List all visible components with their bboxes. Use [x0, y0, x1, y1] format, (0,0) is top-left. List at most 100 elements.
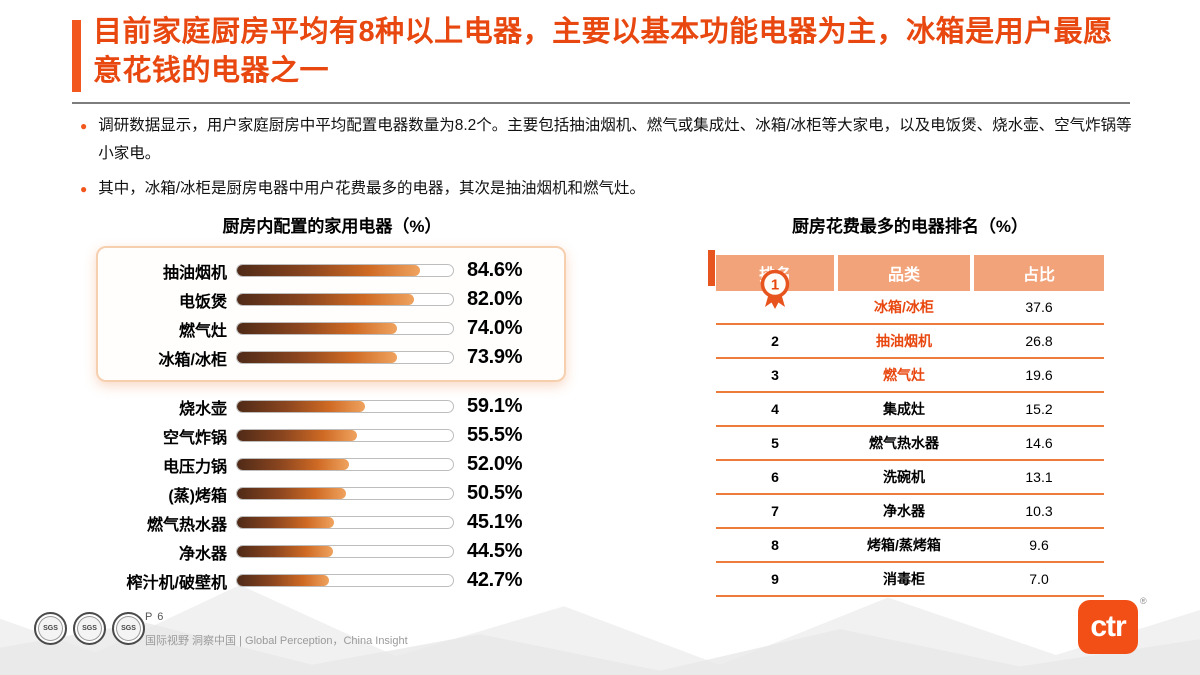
bar-value: 50.5% — [467, 482, 523, 504]
bar-row: (蒸)烤箱 50.5% — [98, 479, 568, 508]
bar-value: 59.1% — [467, 395, 523, 417]
bar-row: 电压力锅 52.0% — [98, 450, 568, 479]
ctr-logo-text: ctr — [1090, 610, 1126, 643]
rank-cell: 6 — [771, 469, 779, 485]
sgs-seal-icon: SGS — [73, 612, 106, 645]
footer-tagline: 国际视野 洞察中国 | Global Perception，China Insi… — [145, 635, 408, 647]
bar-label: 电饭煲 — [178, 293, 227, 311]
table-row: 8 烤箱/蒸烤箱 9.6 — [716, 529, 1104, 563]
table-header-cell: 品类 — [838, 255, 970, 291]
category-cell: 抽油烟机 — [876, 333, 932, 349]
share-cell: 13.1 — [1025, 469, 1053, 485]
bar-fill — [237, 265, 420, 276]
bar-track — [236, 487, 454, 500]
share-cell: 7.0 — [1029, 571, 1049, 587]
category-cell: 净水器 — [883, 503, 925, 519]
bar-fill — [237, 294, 415, 305]
bar-fill — [237, 488, 347, 499]
category-cell: 洗碗机 — [883, 469, 925, 485]
certification-seals: SGS SGS SGS — [34, 612, 145, 645]
category-cell: 消毒柜 — [883, 571, 925, 587]
registered-trademark-symbol: ® — [1140, 596, 1147, 606]
bar-value: 45.1% — [467, 511, 523, 533]
bar-value: 84.6% — [467, 259, 523, 281]
ranking-table-title: 厨房花费最多的电器排名（%） — [791, 217, 1029, 236]
bar-fill — [237, 575, 330, 586]
bar-track — [236, 545, 454, 558]
bullet-text: 其中，冰箱/冰柜是厨房电器中用户花费最多的电器，其次是抽油烟机和燃气灶。 — [98, 180, 646, 197]
bar-label: 燃气热水器 — [146, 516, 227, 534]
table-row: 7 净水器 10.3 — [716, 495, 1104, 529]
bar-chart-highlight-group: 抽油烟机 84.6% 电饭煲 82.0% 燃气灶 74.0% 冰箱/冰柜 73.9% — [96, 246, 566, 382]
bar-row: 抽油烟机 84.6% — [98, 256, 564, 285]
bullet-dot-icon: ● — [80, 182, 88, 196]
bar-label: 烧水壶 — [178, 400, 227, 418]
bar-label: 燃气灶 — [178, 322, 227, 340]
bar-chart-group: 烧水壶 59.1% 空气炸锅 55.5% 电压力锅 52.0% (蒸)烤箱 50.5% 燃气热水… — [98, 392, 568, 595]
bullet-dot-icon: ● — [80, 119, 88, 133]
bar-label: (蒸)烤箱 — [168, 487, 227, 505]
rank-1-medal-icon: 1 — [760, 269, 790, 309]
bar-value: 42.7% — [467, 569, 523, 591]
bar-row: 电饭煲 82.0% — [98, 285, 564, 314]
bar-value: 74.0% — [467, 317, 523, 339]
bullet-item: ● 调研数据显示，用户家庭厨房中平均配置电器数量为8.2个。主要包括抽油烟机、燃… — [80, 112, 1135, 168]
bar-label: 抽油烟机 — [162, 264, 227, 282]
bar-row: 空气炸锅 55.5% — [98, 421, 568, 450]
ranking-table: 厨房花费最多的电器排名（%） 排名品类占比 1 冰箱/冰柜 37.6 2 抽油烟机 26.… — [708, 212, 1104, 597]
bar-track — [236, 574, 454, 587]
bar-value: 55.5% — [467, 424, 523, 446]
bar-track — [236, 322, 454, 335]
bar-fill — [237, 546, 334, 557]
bar-row: 榨汁机/破壁机 42.7% — [98, 566, 568, 595]
ctr-logo: ctr — [1078, 600, 1138, 654]
share-cell: 37.6 — [1025, 299, 1053, 315]
sgs-seal-icon: SGS — [112, 612, 145, 645]
bar-row: 燃气灶 74.0% — [98, 314, 564, 343]
table-header-cell: 占比 — [974, 255, 1104, 291]
table-row: 6 洗碗机 13.1 — [716, 461, 1104, 495]
page-title: 目前家庭厨房平均有8种以上电器，主要以基本功能电器为主，冰箱是用户最愿意花钱的电… — [93, 16, 1113, 87]
bar-label: 冰箱/冰柜 — [158, 351, 227, 369]
share-cell: 26.8 — [1025, 333, 1053, 349]
share-cell: 19.6 — [1025, 367, 1053, 383]
bar-label: 榨汁机/破壁机 — [126, 574, 227, 592]
bar-fill — [237, 352, 397, 363]
table-row: 4 集成灶 15.2 — [716, 393, 1104, 427]
bar-track — [236, 351, 454, 364]
table-body: 1冰箱/冰柜37.62抽油烟机26.83燃气灶19.64集成灶15.25燃气热水… — [716, 291, 1104, 597]
rank-cell: 9 — [771, 571, 779, 587]
bar-track — [236, 458, 454, 471]
share-cell: 15.2 — [1025, 401, 1053, 417]
bar-row: 烧水壶 59.1% — [98, 392, 568, 421]
bar-fill — [237, 401, 365, 412]
bar-label: 净水器 — [178, 545, 227, 563]
share-cell: 10.3 — [1025, 503, 1053, 519]
bar-track — [236, 400, 454, 413]
bar-label: 空气炸锅 — [162, 429, 227, 447]
share-cell: 9.6 — [1029, 537, 1049, 553]
bar-row: 冰箱/冰柜 73.9% — [98, 343, 564, 372]
bar-row: 燃气热水器 45.1% — [98, 508, 568, 537]
bar-track — [236, 264, 454, 277]
bullet-item: ● 其中，冰箱/冰柜是厨房电器中用户花费最多的电器，其次是抽油烟机和燃气灶。 — [80, 175, 1135, 203]
rank-cell: 3 — [771, 367, 779, 383]
table-row: 5 燃气热水器 14.6 — [716, 427, 1104, 461]
page-number: P 6 — [145, 611, 165, 623]
bar-fill — [237, 517, 335, 528]
bullet-text: 调研数据显示，用户家庭厨房中平均配置电器数量为8.2个。主要包括抽油烟机、燃气或… — [98, 117, 1132, 162]
share-cell: 14.6 — [1025, 435, 1053, 451]
bar-track — [236, 516, 454, 529]
bar-chart-title: 厨房内配置的家用电器（%） — [222, 217, 442, 236]
rank-cell: 8 — [771, 537, 779, 553]
table-row: 2 抽油烟机 26.8 — [716, 325, 1104, 359]
title-accent-bar — [72, 20, 81, 92]
rank-cell: 7 — [771, 503, 779, 519]
bar-fill — [237, 430, 357, 441]
bar-fill — [237, 323, 397, 334]
table-accent-bar — [708, 250, 715, 286]
rank-cell: 2 — [771, 333, 779, 349]
bar-track — [236, 293, 454, 306]
bar-value: 73.9% — [467, 346, 523, 368]
